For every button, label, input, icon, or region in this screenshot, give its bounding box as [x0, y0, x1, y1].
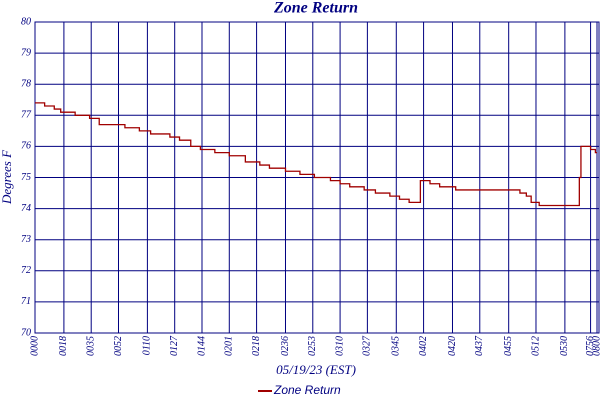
x-tick-label: 0218: [251, 336, 262, 356]
y-tick-label: 80: [21, 16, 31, 27]
x-tick-label: 0127: [169, 335, 180, 356]
chart-title: Zone Return: [273, 0, 358, 17]
y-tick-label: 70: [21, 327, 31, 338]
y-tick-label: 74: [21, 203, 31, 214]
y-tick-label: 75: [21, 172, 31, 183]
x-tick-label: 0201: [224, 336, 235, 356]
x-tick-label: 0052: [113, 336, 124, 356]
x-tick-label: 0035: [85, 336, 96, 356]
x-tick-label: 0345: [391, 336, 402, 356]
x-tick-label: 0253: [307, 336, 318, 356]
x-tick-label: 0756: [585, 336, 596, 356]
x-tick-label: 0310: [334, 336, 345, 356]
legend-label: Zone Return: [273, 383, 341, 397]
y-tick-label: 78: [21, 78, 31, 89]
y-tick-label: 71: [21, 296, 31, 307]
data-line: [35, 102, 597, 207]
x-tick-label: 0420: [447, 336, 458, 356]
y-tick-label: 77: [21, 110, 32, 121]
y-tick-label: 72: [21, 265, 31, 276]
x-tick-label: 0327: [362, 335, 373, 356]
x-tick-label: 0144: [196, 336, 207, 356]
y-tick-label: 76: [21, 141, 31, 152]
x-tick-label: 0402: [418, 336, 429, 356]
x-tick-label: 0110: [142, 336, 153, 355]
x-tick-label: 0512: [530, 336, 541, 356]
x-tick-label: 0018: [58, 336, 69, 356]
x-tick-label: 0455: [503, 336, 514, 356]
y-axis-label: Degrees F: [0, 149, 14, 205]
x-tick-label: 0437: [474, 335, 485, 356]
y-tick-label: 73: [21, 234, 31, 245]
x-axis-label: 05/19/23 (EST): [276, 362, 356, 377]
x-tick-label: 0236: [280, 336, 291, 356]
y-tick-label: 79: [21, 47, 31, 58]
x-tick-label: 0800: [591, 336, 600, 356]
x-tick-label: 0000: [29, 336, 40, 356]
x-tick-label: 0530: [559, 336, 570, 356]
